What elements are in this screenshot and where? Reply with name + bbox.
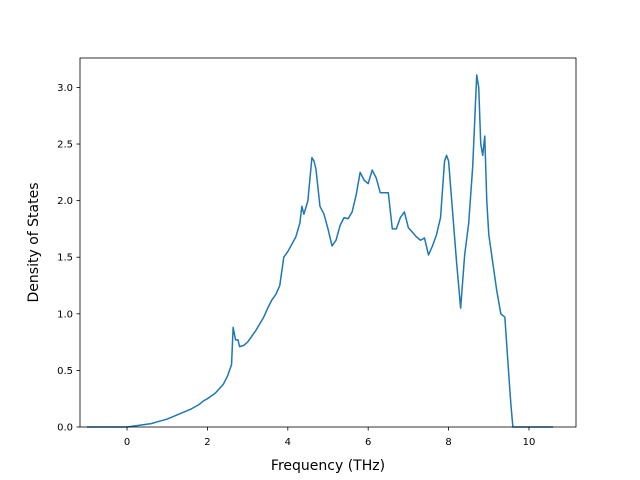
y-tick-label: 2.0 [57, 196, 73, 207]
x-tick-label: 6 [365, 437, 371, 448]
y-tick-label: 3.0 [57, 83, 73, 94]
x-axis-ticks: 0 2 4 6 8 10 [124, 427, 535, 448]
x-tick-label: 4 [285, 437, 291, 448]
x-tick-label: 0 [124, 437, 130, 448]
y-axis-ticks: 0.0 0.5 1.0 1.5 2.0 2.5 3.0 [57, 83, 80, 434]
x-tick-label: 10 [523, 437, 536, 448]
x-tick-label: 2 [204, 437, 210, 448]
dos-series-line-0 [86, 74, 554, 428]
y-axis-label: Density of States [26, 183, 42, 303]
y-tick-label: 0.5 [57, 366, 73, 377]
plot-area [80, 58, 576, 427]
y-tick-label: 2.5 [57, 140, 73, 151]
y-tick-label: 1.0 [57, 309, 73, 320]
y-tick-label: 1.5 [57, 253, 73, 264]
x-tick-label: 8 [445, 437, 451, 448]
plot-frame [79, 57, 577, 428]
series-layer [86, 74, 554, 428]
axes-layer [79, 57, 577, 428]
x-axis-label: Frequency (THz) [271, 458, 385, 474]
y-tick-label: 0.0 [57, 423, 73, 434]
